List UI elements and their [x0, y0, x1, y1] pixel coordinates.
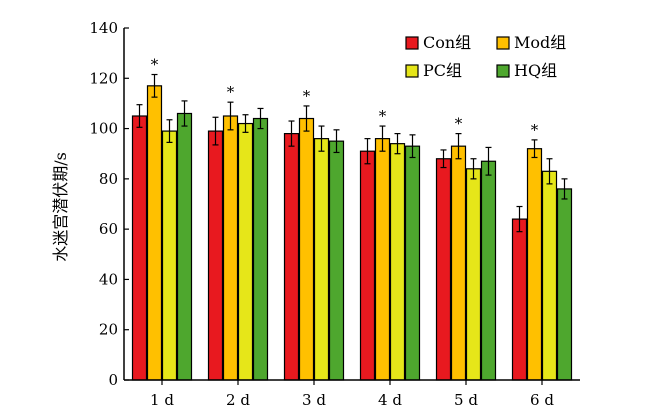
- error-bar-hq-1-d: [181, 100, 188, 127]
- bar-pc-4-d: [389, 143, 406, 381]
- legend-entry-con: Con组: [405, 33, 471, 52]
- y-tick-label: 140: [89, 19, 118, 37]
- error-bars-layer: [136, 73, 568, 233]
- bar-pc-3-d: [313, 138, 330, 381]
- legend-label: PC组: [423, 61, 462, 80]
- error-bar-mod-4-d: [379, 125, 386, 152]
- x-tick-label: 2 d: [226, 391, 250, 409]
- error-bar-con-5-d: [440, 149, 447, 169]
- bar-hq-2-d: [252, 117, 269, 381]
- bar-mod-4-d: [374, 138, 391, 381]
- y-tick-label: 80: [99, 170, 118, 188]
- bar-pc-6-d: [541, 170, 558, 381]
- bar-hq-4-d: [404, 145, 421, 381]
- legend: Con组 Mod组 PC组 HQ组: [405, 33, 566, 80]
- legend-swatch: [496, 36, 510, 50]
- bar-hq-6-d: [556, 188, 573, 381]
- legend-swatch: [405, 64, 419, 78]
- error-bar-mod-2-d: [227, 101, 234, 131]
- significance-marker-4-d: *: [379, 107, 387, 125]
- x-tick-label: 3 d: [302, 391, 326, 409]
- error-bar-con-2-d: [212, 116, 219, 146]
- error-bar-hq-5-d: [485, 146, 492, 176]
- error-bar-pc-5-d: [470, 158, 477, 180]
- y-tick-label: 40: [99, 270, 118, 288]
- error-bar-con-4-d: [364, 138, 371, 165]
- bar-pc-5-d: [465, 168, 482, 381]
- error-bar-con-3-d: [288, 120, 295, 147]
- legend-swatch: [496, 64, 510, 78]
- bar-pc-2-d: [237, 122, 254, 381]
- error-bar-hq-6-d: [561, 178, 568, 200]
- significance-marker-3-d: *: [303, 87, 311, 105]
- legend-label: Mod组: [514, 33, 566, 52]
- legend-swatch: [405, 36, 419, 50]
- y-tick-label: 20: [99, 321, 118, 339]
- y-tick-label: 120: [89, 69, 118, 87]
- error-bar-pc-3-d: [318, 125, 325, 152]
- significance-layer: * * * * * *: [151, 56, 539, 139]
- bar-mod-2-d: [222, 115, 239, 381]
- legend-label: HQ组: [514, 61, 557, 80]
- error-bar-mod-6-d: [531, 139, 538, 159]
- bar-hq-3-d: [328, 140, 345, 381]
- bar-con-3-d: [283, 133, 300, 381]
- legend-entry-mod: Mod组: [496, 33, 566, 52]
- legend-entry-hq: HQ组: [496, 61, 557, 80]
- significance-marker-5-d: *: [455, 115, 463, 133]
- error-bar-pc-1-d: [166, 119, 173, 143]
- bar-pc-1-d: [161, 130, 178, 381]
- error-bar-hq-3-d: [333, 129, 340, 154]
- axes: 1 d 2 d 3 d 4 d 5 d 6 d 0 20 40 60 80 100 120 140: [89, 19, 580, 409]
- error-bar-mod-1-d: [151, 73, 158, 98]
- bar-con-1-d: [131, 115, 148, 381]
- legend-entry-pc: PC组: [405, 61, 462, 80]
- error-bar-pc-2-d: [242, 114, 249, 133]
- significance-marker-1-d: *: [151, 56, 159, 74]
- significance-marker-6-d: *: [531, 121, 539, 139]
- error-bar-con-6-d: [516, 205, 523, 233]
- bars-layer: [131, 85, 573, 381]
- legend-label: Con组: [423, 33, 471, 52]
- x-tick-label: 1 d: [150, 391, 174, 409]
- y-tick-label: 100: [89, 120, 118, 138]
- significance-marker-2-d: *: [227, 83, 235, 101]
- bar-con-6-d: [511, 218, 528, 381]
- bar-mod-1-d: [146, 85, 163, 381]
- bar-con-2-d: [207, 130, 224, 381]
- y-axis-title: 水迷宫潜伏期/s: [51, 152, 70, 262]
- error-bar-mod-5-d: [455, 133, 462, 160]
- bar-hq-5-d: [480, 160, 497, 381]
- y-tick-label: 0: [108, 371, 118, 389]
- bar-mod-3-d: [298, 117, 315, 381]
- bar-hq-1-d: [176, 112, 193, 381]
- bar-mod-5-d: [450, 145, 467, 381]
- bar-con-4-d: [359, 150, 376, 381]
- error-bar-hq-4-d: [409, 134, 416, 159]
- y-tick-label: 60: [99, 220, 118, 238]
- error-bar-pc-4-d: [394, 133, 401, 155]
- error-bar-con-1-d: [136, 104, 143, 128]
- x-tick-label: 6 d: [530, 391, 554, 409]
- error-bar-mod-3-d: [303, 105, 310, 132]
- x-tick-label: 4 d: [378, 391, 402, 409]
- error-bar-pc-6-d: [546, 158, 553, 185]
- x-tick-label: 5 d: [454, 391, 478, 409]
- bar-con-5-d: [435, 158, 452, 381]
- error-bar-hq-2-d: [257, 107, 264, 130]
- bar-mod-6-d: [526, 148, 543, 381]
